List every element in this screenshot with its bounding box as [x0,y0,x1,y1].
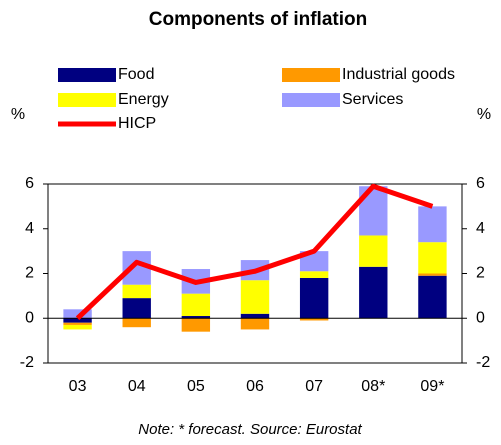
x-tick-label: 06 [246,378,264,395]
bar-segment [181,318,211,332]
bar-segment [240,318,270,330]
bar-segment [63,324,92,330]
bar-segment [122,284,151,299]
legend-swatch [282,68,340,82]
bar-segment [181,316,211,319]
y2-tick-label: 6 [476,175,485,192]
bar-segment [418,273,447,276]
bar-segment [181,293,211,317]
y-tick-label: 6 [25,175,34,192]
y2-tick-label: 2 [476,265,485,282]
bar-segment [418,275,447,319]
x-tick-label: 05 [187,378,205,395]
y2-tick-label: 0 [476,309,485,326]
y-axis-label: % [11,106,25,123]
y2-tick-label: -2 [476,354,490,371]
y2-tick-label: 4 [476,220,485,237]
legend-swatch [282,93,340,107]
bar-segment [299,318,329,321]
legend-label: Industrial goods [342,66,455,83]
bar-segment [418,242,447,274]
legend-swatch [58,93,116,107]
y-tick-label: -2 [20,354,34,371]
note: Note: * forecast. Source: Eurostat [138,421,362,438]
bar-segment [359,235,388,267]
bar-segment [122,298,151,319]
bar-segment [240,280,270,314]
bar-segment [63,318,92,323]
y2-axis-label: % [477,106,491,123]
legend-label: Energy [118,91,169,108]
y-tick-label: 2 [25,265,34,282]
x-tick-label: 03 [69,378,87,395]
legend-label: HICP [118,115,156,132]
x-tick-label: 04 [128,378,146,395]
bar-segment [299,277,329,319]
legend-label: Services [342,91,403,108]
y-tick-label: 0 [25,309,34,326]
bar-segment [240,313,270,319]
bar-segment [418,206,447,243]
bar-segment [63,309,92,319]
bar-segment [63,322,92,325]
chart-title: Components of inflation [149,9,367,30]
x-tick-label: 09* [420,378,444,395]
bar-segment [299,271,329,278]
y-tick-label: 4 [25,220,34,237]
bar-segment [122,318,151,328]
x-tick-label: 08* [361,378,385,395]
legend-swatch [58,68,116,82]
x-tick-label: 07 [305,378,323,395]
bar-segment [359,266,388,319]
line [75,183,434,321]
legend-label: Food [118,66,154,83]
